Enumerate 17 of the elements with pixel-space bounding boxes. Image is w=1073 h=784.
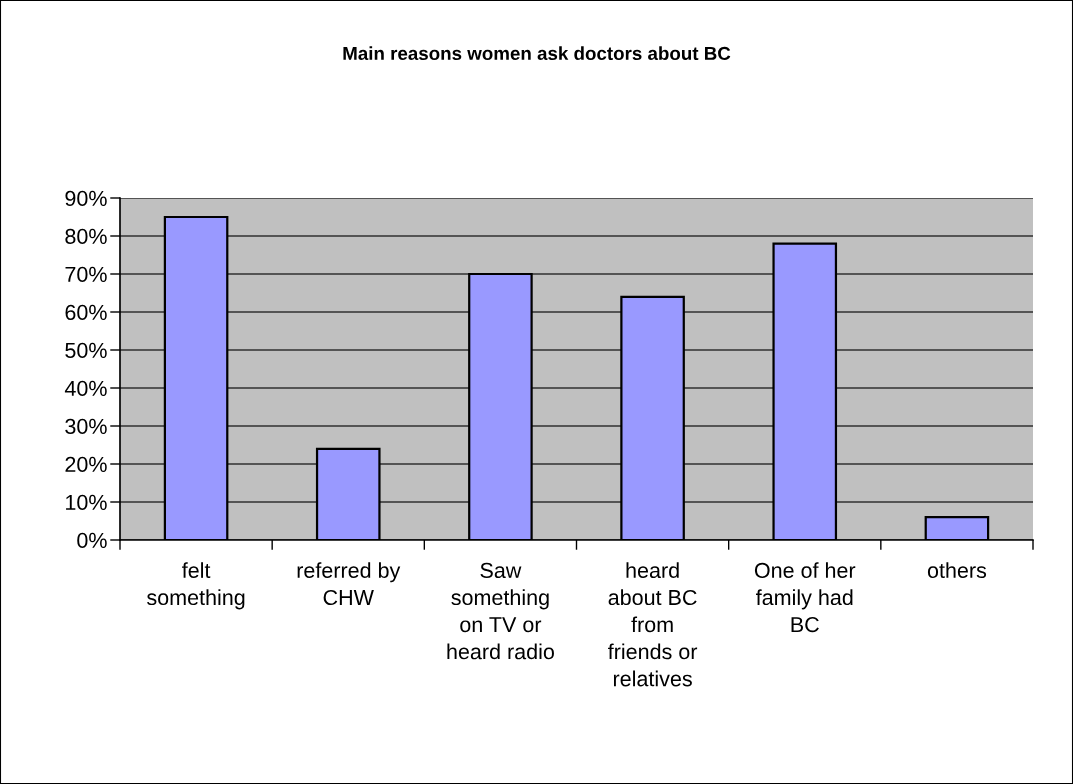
y-tick-label: 30% [65, 418, 107, 435]
x-tick-label: Saw something on TV or heard radio [447, 562, 554, 660]
y-tick-label: 70% [65, 266, 107, 283]
y-tick-label: 10% [66, 494, 107, 511]
x-tick-label: One of her family had BC [754, 562, 856, 633]
chart-title: Main reasons women ask doctors about BC [343, 46, 731, 61]
y-tick-label: 90% [65, 190, 107, 207]
x-tick-label: felt something [147, 562, 245, 610]
y-tick-label: 60% [65, 304, 107, 321]
y-tick-label: 80% [65, 228, 107, 245]
x-tick-label: heard about BC from friends or relatives [608, 562, 698, 687]
y-tick-label: 0% [77, 532, 107, 549]
x-tick-label: referred by CHW [297, 562, 401, 606]
y-tick-label: 20% [65, 456, 107, 473]
y-tick-label: 40% [64, 380, 107, 397]
x-tick-label: others [927, 562, 987, 579]
y-tick-label: 50% [65, 342, 107, 359]
